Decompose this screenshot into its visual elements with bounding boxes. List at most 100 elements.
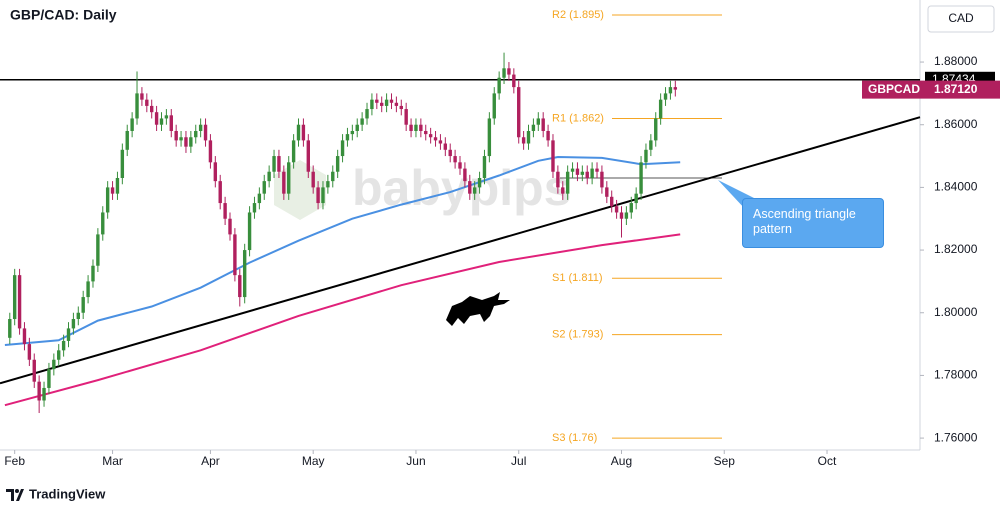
candle-body [619, 212, 624, 219]
candle-body [105, 187, 110, 213]
pivot-level-label: R2 (1.895) [552, 9, 604, 21]
candle-body [218, 181, 222, 204]
candle-body [536, 118, 540, 125]
x-tick-label: Jun [406, 454, 425, 468]
candle-body [399, 105, 403, 110]
moving-average [4, 233, 681, 407]
candle-body [174, 130, 178, 141]
logo-dot [15, 489, 19, 493]
candle-body [22, 328, 27, 345]
candle-body [570, 168, 575, 172]
candle-body [472, 187, 477, 194]
candle-body [605, 187, 609, 197]
x-tick-label: Oct [818, 454, 837, 468]
candle-body [414, 124, 418, 131]
candle-body [291, 140, 296, 163]
candle-body [624, 212, 629, 219]
candle-body [561, 187, 565, 194]
x-tick-label: May [302, 454, 325, 468]
candle-body [668, 87, 673, 94]
candle-body [404, 109, 408, 125]
x-tick-label: Aug [611, 454, 632, 468]
candle-body [453, 156, 457, 163]
x-tick-label: Feb [4, 454, 25, 468]
candle-body [585, 171, 589, 178]
candle-body [52, 359, 56, 370]
candle-body [238, 275, 242, 298]
candle-body [507, 68, 511, 75]
candle-body [125, 130, 129, 150]
candle-body [47, 369, 51, 388]
candle-body [673, 87, 678, 90]
pivot-level-label: R1 (1.862) [552, 112, 604, 124]
x-tick-label: Mar [102, 454, 123, 468]
candle-body [340, 140, 345, 157]
candle-body [335, 156, 340, 172]
candle-body [600, 171, 604, 188]
candle-body [282, 171, 286, 194]
candle-body [487, 118, 492, 157]
candle-body [580, 171, 585, 175]
candle-body [654, 118, 658, 141]
candle-body [463, 168, 467, 182]
currency-label: CAD [948, 11, 974, 25]
candle-body [526, 130, 531, 144]
pivot-level-label: S2 (1.793) [552, 329, 603, 341]
candle-body [110, 187, 115, 194]
candle-body [517, 87, 521, 138]
moving-average [4, 155, 681, 346]
candle-body [198, 124, 203, 131]
candle-body [438, 140, 443, 144]
x-tick-label: Apr [201, 454, 220, 468]
candle-body [301, 124, 306, 141]
candle-body [541, 118, 545, 131]
currency-box [927, 5, 995, 33]
candle-body [629, 203, 633, 213]
last-price-label: 1.87120 [934, 82, 978, 96]
candle-body [120, 149, 125, 178]
candle-body [311, 171, 315, 188]
candle-body [477, 177, 482, 188]
candle-body [159, 118, 164, 125]
candle-body [164, 115, 169, 119]
candle-body [370, 99, 374, 110]
candle-body [384, 99, 389, 106]
candle-body [203, 124, 208, 141]
candle-body [66, 328, 71, 341]
x-tick-label: Sep [714, 454, 736, 468]
tradingview-logo [6, 489, 24, 501]
candle-body [223, 203, 227, 219]
candle-body [321, 187, 325, 204]
candle-body [61, 340, 66, 351]
candle-body [546, 130, 550, 141]
candle-body [326, 181, 330, 188]
candle-body [287, 162, 291, 194]
y-tick-label: 1.86000 [934, 117, 978, 131]
plot-area: R2 (1.895) R1 (1.862) S1 (1.811) S2 (1.793)… [0, 9, 921, 444]
y-tick-label: 1.78000 [934, 368, 978, 382]
candle-body [71, 319, 76, 329]
candle-body [101, 212, 105, 235]
candle-body [443, 143, 448, 150]
candle-body [590, 168, 594, 178]
candle-body [331, 171, 335, 182]
y-tick-label: 1.82000 [934, 242, 978, 256]
candle-body [306, 140, 310, 172]
candle-body [242, 250, 247, 298]
candle-body [189, 137, 193, 147]
candle-body [27, 344, 32, 360]
candle-body [595, 168, 599, 172]
last-price-marker [862, 80, 1000, 99]
y-tick-label: 1.80000 [934, 305, 978, 319]
candle-body [575, 168, 580, 175]
candle-body [389, 99, 394, 103]
candle-body [512, 74, 516, 88]
candle-body [556, 171, 560, 188]
annotation-callout: Ascending triangle pattern [742, 198, 884, 248]
candle-body [115, 177, 120, 194]
candle-body [448, 149, 452, 157]
candle-body [663, 93, 668, 100]
candle-body [194, 130, 198, 138]
